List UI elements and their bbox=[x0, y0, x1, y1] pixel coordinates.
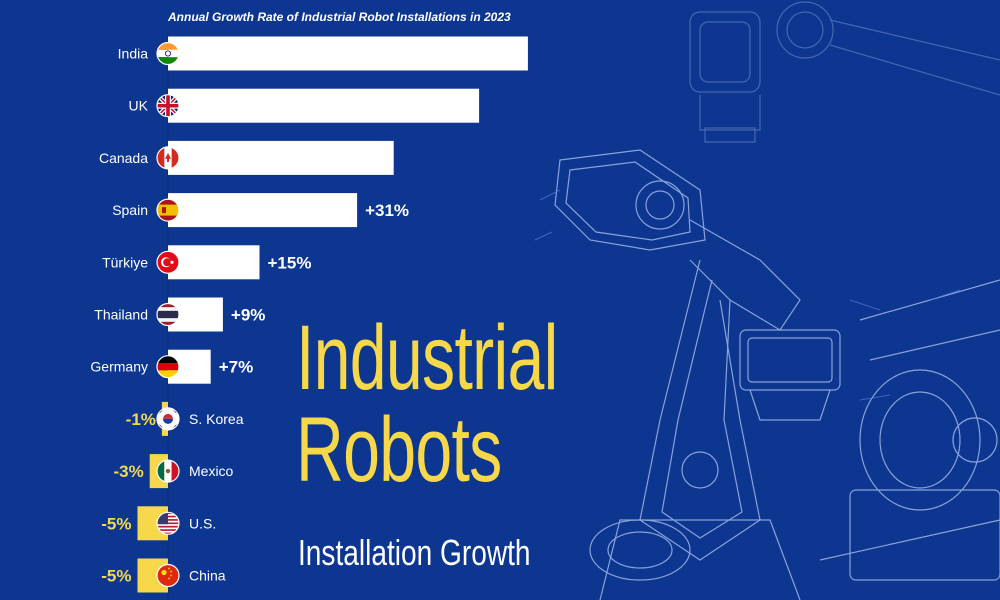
turkiye-flag-icon bbox=[156, 250, 180, 274]
value-label: +51% bbox=[427, 97, 471, 116]
bar-spain bbox=[168, 193, 358, 228]
headline-line-2: Robots bbox=[296, 399, 502, 501]
mexico-flag-icon bbox=[156, 459, 180, 483]
category-label: Mexico bbox=[189, 463, 234, 479]
spain-flag-icon bbox=[156, 198, 180, 222]
value-label: +15% bbox=[268, 253, 312, 272]
uk-flag-icon bbox=[156, 94, 180, 118]
category-label: Canada bbox=[99, 150, 148, 166]
value-label: -5% bbox=[101, 514, 131, 533]
bar-t-rkiye bbox=[168, 245, 260, 280]
headline-subtitle: Installation Growth bbox=[298, 532, 531, 573]
value-label: -5% bbox=[101, 567, 131, 586]
category-label: U.S. bbox=[189, 515, 216, 531]
value-label: -1% bbox=[126, 410, 156, 429]
category-label: Thailand bbox=[94, 307, 148, 323]
us-flag-icon bbox=[156, 511, 180, 535]
bar-india bbox=[168, 36, 528, 71]
south-korea-flag-icon bbox=[156, 407, 180, 431]
value-label: +9% bbox=[231, 306, 266, 325]
value-label: -3% bbox=[113, 462, 143, 481]
category-label: S. Korea bbox=[189, 411, 244, 427]
category-label: Türkiye bbox=[102, 254, 148, 270]
canada-flag-icon bbox=[156, 146, 180, 170]
category-label: India bbox=[118, 46, 149, 62]
chart-title: Annual Growth Rate of Industrial Robot I… bbox=[167, 10, 511, 24]
category-label: Spain bbox=[112, 202, 148, 218]
bar-uk bbox=[168, 88, 480, 123]
china-flag-icon bbox=[156, 563, 180, 588]
value-label: +7% bbox=[219, 358, 254, 377]
value-label: +31% bbox=[365, 201, 409, 220]
headline-line-1: Industrial bbox=[296, 307, 558, 409]
headline: Industrial Robots bbox=[296, 312, 659, 496]
value-label: +59% bbox=[476, 45, 520, 64]
labels-layer: +59% India +51% UK +37% Canada +31% Spain +15% Tü… bbox=[90, 45, 519, 586]
bar-canada bbox=[168, 140, 394, 175]
category-label: China bbox=[189, 568, 226, 584]
germany-flag-icon bbox=[156, 355, 180, 379]
flags-layer bbox=[156, 41, 180, 588]
category-label: UK bbox=[129, 98, 149, 114]
thailand-flag-icon bbox=[156, 302, 180, 327]
bars-layer bbox=[137, 36, 528, 593]
india-flag-icon bbox=[156, 41, 180, 66]
category-label: Germany bbox=[90, 359, 148, 375]
value-label: +37% bbox=[342, 149, 386, 168]
